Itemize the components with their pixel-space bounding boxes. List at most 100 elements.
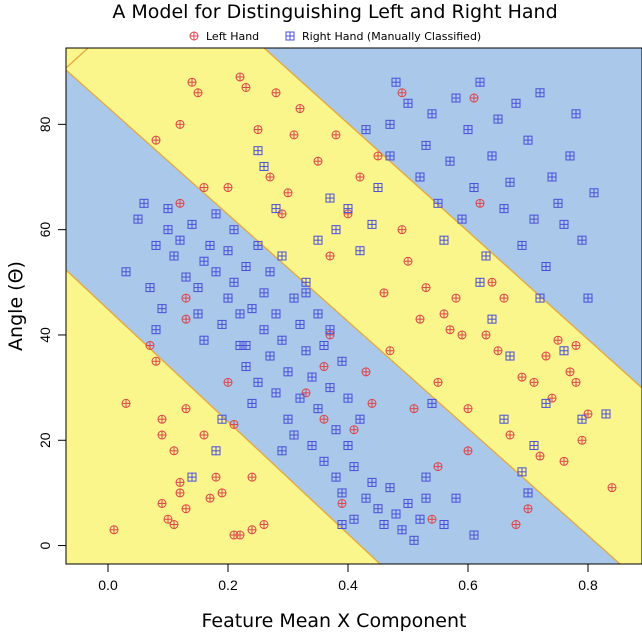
right-hand-point: [163, 204, 173, 214]
left-hand-point: [559, 456, 569, 466]
right-hand-point: [259, 161, 269, 171]
right-hand-point: [313, 309, 323, 319]
left-hand-point: [181, 314, 191, 324]
right-hand-point: [289, 293, 299, 303]
legend: Left Hand Right Hand (Manually Classifie…: [189, 30, 481, 43]
right-hand-point: [211, 267, 221, 277]
left-hand-point: [313, 156, 323, 166]
right-hand-point: [343, 393, 353, 403]
left-hand-point: [283, 188, 293, 198]
right-hand-point: [391, 77, 401, 87]
left-hand-point: [181, 404, 191, 414]
right-hand-point: [295, 319, 305, 329]
right-hand-point: [301, 288, 311, 298]
left-hand-point: [175, 477, 185, 487]
right-hand-point: [211, 446, 221, 456]
right-hand-point: [529, 441, 539, 451]
left-hand-point: [205, 493, 215, 503]
right-hand-point: [583, 293, 593, 303]
right-hand-point: [421, 493, 431, 503]
left-hand-point: [571, 377, 581, 387]
right-hand-point: [193, 309, 203, 319]
left-hand-point: [175, 119, 185, 129]
right-hand-point: [499, 204, 509, 214]
left-hand-point: [259, 520, 269, 530]
right-hand-point: [499, 414, 509, 424]
left-hand-point: [463, 446, 473, 456]
right-hand-point: [553, 198, 563, 208]
right-hand-point: [529, 214, 539, 224]
right-hand-point: [349, 514, 359, 524]
right-hand-point: [289, 430, 299, 440]
right-hand-point: [517, 467, 527, 477]
right-hand-point: [307, 372, 317, 382]
right-hand-point: [331, 472, 341, 482]
right-hand-point: [247, 398, 257, 408]
left-hand-point: [403, 256, 413, 266]
left-hand-point: [451, 293, 461, 303]
right-hand-point: [151, 325, 161, 335]
left-hand-point: [163, 514, 173, 524]
right-hand-point: [253, 146, 263, 156]
right-hand-point: [451, 93, 461, 103]
right-hand-point: [295, 393, 305, 403]
boundary-line: [66, 48, 89, 69]
left-hand-point: [157, 414, 167, 424]
right-hand-point: [319, 456, 329, 466]
left-hand-point: [223, 183, 233, 193]
right-hand-point: [403, 498, 413, 508]
left-hand-point: [187, 77, 197, 87]
left-hand-point: [109, 525, 119, 535]
right-hand-point: [283, 367, 293, 377]
left-hand-point: [499, 293, 509, 303]
left-hand-point: [211, 472, 221, 482]
right-hand-point: [241, 362, 251, 372]
y-tick-label: 40: [37, 327, 53, 343]
right-hand-point: [133, 214, 143, 224]
left-hand-point: [277, 209, 287, 219]
left-hand-point: [319, 362, 329, 372]
right-hand-point: [241, 262, 251, 272]
left-hand-point: [373, 151, 383, 161]
right-hand-point: [427, 109, 437, 119]
right-hand-point: [277, 446, 287, 456]
left-hand-point: [535, 451, 545, 461]
left-hand-point: [367, 398, 377, 408]
right-hand-point: [199, 335, 209, 345]
right-hand-point: [541, 398, 551, 408]
left-hand-point: [505, 430, 515, 440]
left-hand-point: [457, 330, 467, 340]
right-hand-point: [283, 414, 293, 424]
left-hand-point: [463, 404, 473, 414]
left-hand-point: [529, 377, 539, 387]
right-hand-point: [415, 172, 425, 182]
right-hand-point: [523, 488, 533, 498]
left-hand-point: [223, 377, 233, 387]
right-hand-point: [217, 319, 227, 329]
right-hand-point: [355, 414, 365, 424]
left-hand-point: [607, 483, 617, 493]
left-hand-point: [349, 425, 359, 435]
right-hand-point: [403, 98, 413, 108]
right-hand-point: [589, 188, 599, 198]
right-hand-point: [469, 530, 479, 540]
left-hand-point: [487, 277, 497, 287]
left-hand-point: [355, 172, 365, 182]
left-hand-point: [247, 472, 257, 482]
left-hand-point: [121, 398, 131, 408]
plot-area: [66, 48, 642, 564]
left-hand-point: [295, 104, 305, 114]
left-hand-point: [517, 372, 527, 382]
left-hand-point: [157, 430, 167, 440]
right-hand-point: [247, 304, 257, 314]
right-hand-point: [373, 504, 383, 514]
right-hand-point: [367, 477, 377, 487]
data-points: [109, 72, 617, 545]
left-hand-point: [325, 251, 335, 261]
left-hand-point: [433, 462, 443, 472]
left-hand-point: [469, 93, 479, 103]
right-hand-point: [307, 441, 317, 451]
right-hand-point: [205, 240, 215, 250]
left-hand-point: [181, 293, 191, 303]
right-hand-point: [415, 514, 425, 524]
